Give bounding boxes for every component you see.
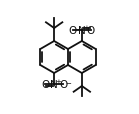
Text: O: O bbox=[87, 26, 95, 36]
Text: −: − bbox=[66, 80, 72, 86]
Text: O: O bbox=[69, 26, 77, 36]
Text: −: − bbox=[75, 26, 81, 32]
Text: O: O bbox=[41, 79, 49, 89]
Text: O: O bbox=[59, 79, 67, 89]
Text: +: + bbox=[56, 79, 62, 84]
Text: N: N bbox=[50, 79, 58, 89]
Text: +: + bbox=[83, 25, 89, 31]
Text: N: N bbox=[78, 26, 86, 36]
